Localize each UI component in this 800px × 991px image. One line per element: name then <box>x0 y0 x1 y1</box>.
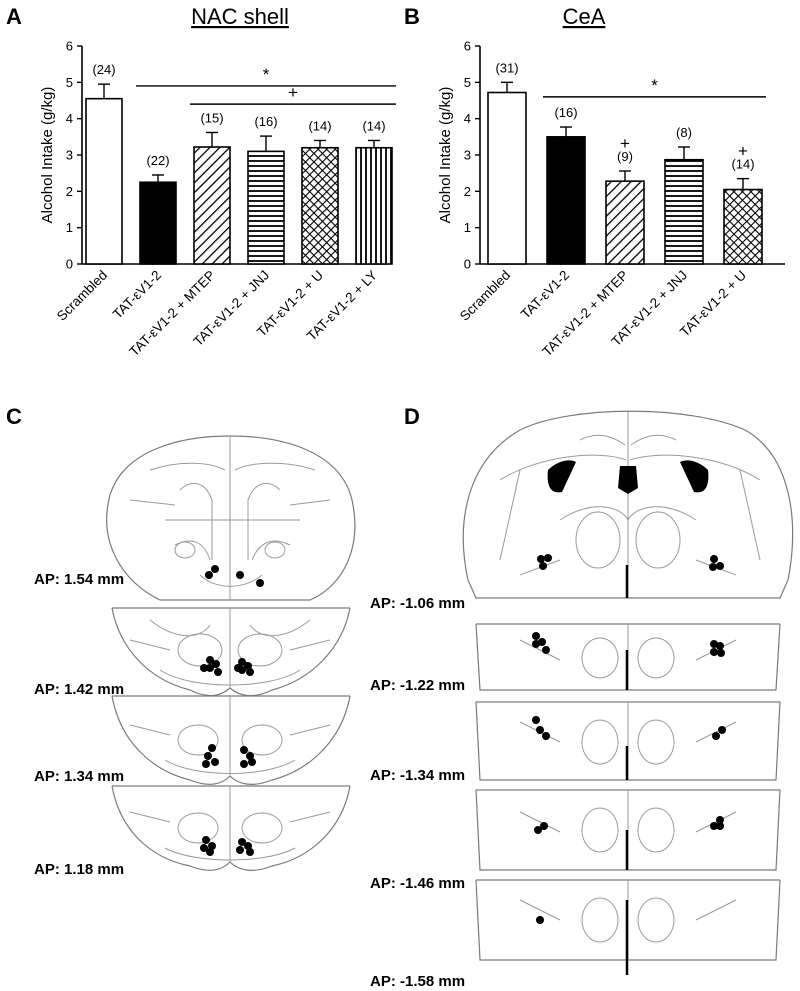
bar <box>664 158 704 265</box>
chart-nac-shell: 0 1 2 3 4 5 6 Alcohol Intake (g/kg) (24) Scramble… <box>39 39 396 359</box>
n-label: (16) <box>554 105 577 120</box>
panel-letter-a: A <box>6 4 22 29</box>
y-tick-label: 5 <box>66 75 73 90</box>
y-tick-label: 2 <box>464 184 471 199</box>
n-label: (15) <box>200 110 223 125</box>
ap-label-c3: AP: 1.34 mm <box>34 768 124 785</box>
n-label: (16) <box>254 114 277 129</box>
brain-section-d1 <box>462 410 794 599</box>
y-tick-label: 0 <box>66 257 73 272</box>
brain-section-c3 <box>111 695 351 785</box>
y-tick-label: 5 <box>464 75 471 90</box>
ap-label-d2: AP: -1.22 mm <box>370 677 465 694</box>
ap-label-d4: AP: -1.46 mm <box>370 875 465 892</box>
brain-section-d5 <box>475 879 781 975</box>
bar <box>487 91 527 265</box>
bar <box>247 150 285 265</box>
brain-section-c1 <box>106 435 356 601</box>
ap-label-d3: AP: -1.34 mm <box>370 767 465 784</box>
bar <box>301 146 339 265</box>
bar <box>85 97 123 265</box>
panel-d-sections: AP: -1.06 mm AP: -1.22 mm AP: -1.34 mm A… <box>370 410 794 990</box>
y-axis-label: Alcohol Intake (g/kg) <box>39 87 56 224</box>
y-tick-label: 1 <box>66 220 73 235</box>
category-label: TAT-εV1-2 <box>110 268 164 322</box>
y-tick-label: 6 <box>464 39 471 54</box>
brain-section-c2 <box>111 607 351 697</box>
ap-label-c1: AP: 1.54 mm <box>34 571 124 588</box>
bar <box>355 146 393 265</box>
y-tick-label: 6 <box>66 39 73 54</box>
significance-symbol: + <box>288 83 298 102</box>
ap-label-d1: AP: -1.06 mm <box>370 595 465 612</box>
ap-label-c4: AP: 1.18 mm <box>34 861 124 878</box>
y-axis-label: Alcohol Intake (g/kg) <box>437 87 454 224</box>
category-label: Scrambled <box>54 268 110 324</box>
panel-b-title: CeA <box>563 4 606 29</box>
ap-label-c2: AP: 1.42 mm <box>34 681 124 698</box>
bar <box>546 136 586 265</box>
n-label: (14) <box>731 157 754 172</box>
n-label: (22) <box>146 153 169 168</box>
y-tick-label: 1 <box>464 220 471 235</box>
n-label: (14) <box>308 118 331 133</box>
panel-letter-c: C <box>6 404 22 429</box>
brain-section-d4 <box>475 789 781 871</box>
significance-symbol: * <box>651 76 658 95</box>
bar <box>193 146 231 265</box>
brain-section-c4 <box>111 785 351 871</box>
panel-c-sections: AP: 1.54 mm AP: 1.42 mm AP: 1.34 mm AP: … <box>34 435 356 878</box>
y-tick-label: 4 <box>464 111 471 126</box>
y-tick-label: 0 <box>464 257 471 272</box>
y-tick-label: 3 <box>464 148 471 163</box>
n-label: (24) <box>92 62 115 77</box>
injection-markers-c <box>200 565 264 856</box>
brain-section-d2 <box>475 623 781 691</box>
chart-cea: 0 1 2 3 4 5 6 Alcohol Intake (g/kg) (31) Scramble… <box>437 39 785 359</box>
bar <box>723 188 763 265</box>
y-tick-label: 3 <box>66 148 73 163</box>
panel-a-title: NAC shell <box>191 4 289 29</box>
category-label: Scrambled <box>457 268 513 324</box>
panel-letter-b: B <box>404 4 420 29</box>
injection-markers-d <box>532 554 726 924</box>
n-label: (9) <box>617 149 633 164</box>
n-label: (31) <box>495 60 518 75</box>
category-label: TAT-εV1-2 <box>518 268 572 322</box>
plus-mark: + <box>738 142 748 161</box>
plus-mark: + <box>620 134 630 153</box>
y-tick-label: 2 <box>66 184 73 199</box>
n-label: (8) <box>676 125 692 140</box>
bar <box>605 180 645 265</box>
n-label: (14) <box>362 118 385 133</box>
ap-label-d5: AP: -1.58 mm <box>370 973 465 990</box>
panel-letter-d: D <box>404 404 420 429</box>
brain-section-d3 <box>475 701 781 781</box>
y-tick-label: 4 <box>66 111 73 126</box>
bar <box>139 181 177 265</box>
significance-symbol: * <box>263 65 270 84</box>
